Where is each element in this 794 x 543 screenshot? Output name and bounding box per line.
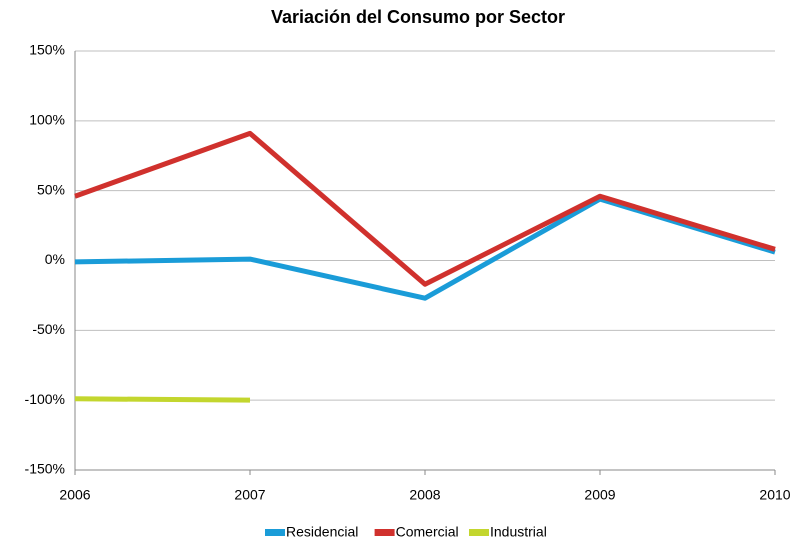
legend-swatch <box>265 529 285 536</box>
y-tick-label: -100% <box>25 391 65 407</box>
series-line <box>74 196 776 301</box>
y-tick-label: 150% <box>29 42 65 58</box>
y-tick-label: -50% <box>32 321 65 337</box>
series-line <box>74 130 776 287</box>
legend-swatch <box>374 529 395 536</box>
x-tick-label: 2009 <box>584 487 615 503</box>
y-tick-label: 50% <box>37 181 65 197</box>
y-tick-label: -150% <box>25 461 65 477</box>
legend-swatch <box>469 529 489 536</box>
series-line <box>74 396 251 403</box>
legend-label: Residencial <box>286 524 358 540</box>
legend-label: Industrial <box>490 524 547 540</box>
x-tick-label: 2006 <box>59 487 90 503</box>
x-tick-label: 2007 <box>234 487 265 503</box>
x-tick-label: 2008 <box>409 487 440 503</box>
legend-label: Comercial <box>396 524 459 540</box>
y-tick-label: 100% <box>29 112 65 128</box>
y-tick-label: 0% <box>45 251 65 267</box>
x-tick-label: 2010 <box>759 487 790 503</box>
chart-title: Variación del Consumo por Sector <box>271 7 565 27</box>
